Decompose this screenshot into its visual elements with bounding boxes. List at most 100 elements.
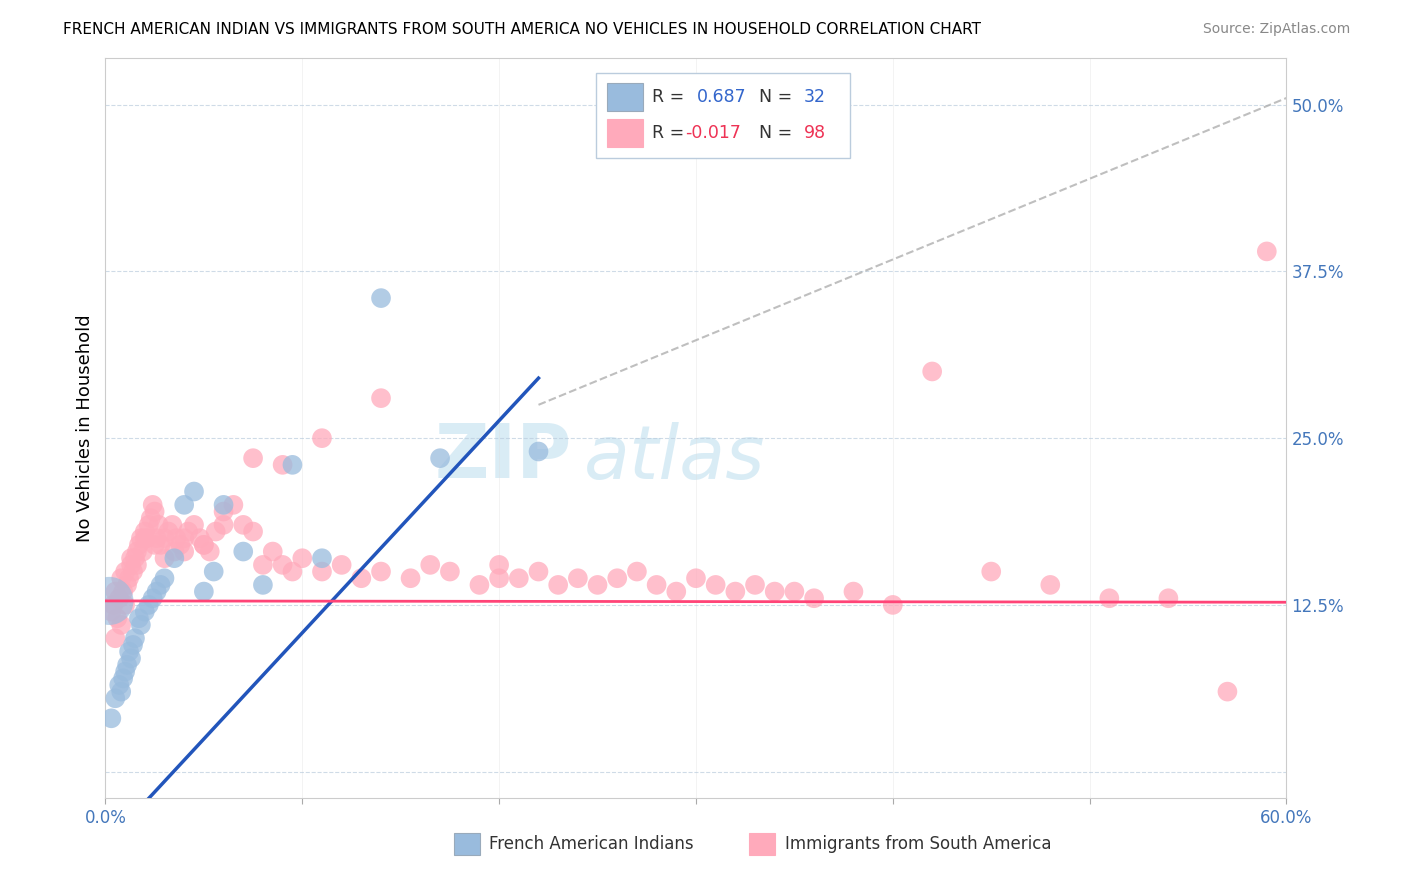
Point [125,558,148,572]
Point [419,558,441,572]
Point [330,558,353,572]
Point [350,571,373,585]
Point [138,517,160,532]
Point [281,565,304,579]
Text: 98: 98 [803,124,825,142]
Point [128,538,150,552]
FancyBboxPatch shape [607,83,643,112]
Point [921,364,943,378]
FancyBboxPatch shape [607,119,643,147]
Point [173,498,195,512]
Point [153,551,176,566]
FancyBboxPatch shape [749,833,775,855]
Point [173,544,195,558]
Point [114,665,136,679]
Text: ZIP: ZIP [434,421,572,494]
Point [763,584,786,599]
Text: Immigrants from South America: Immigrants from South America [785,835,1052,854]
Point [242,451,264,466]
Point [1216,684,1239,698]
Text: 0.687: 0.687 [697,88,747,106]
Point [100,711,122,725]
Point [143,538,166,552]
Point [104,584,127,599]
Point [262,544,284,558]
Point [120,558,142,572]
Point [212,517,235,532]
Point [120,551,142,566]
Point [586,578,609,592]
Text: N =: N = [759,88,797,106]
Point [129,531,152,545]
Point [145,531,167,545]
Point [139,511,162,525]
Point [103,598,125,612]
Point [122,638,145,652]
Point [508,571,530,585]
Point [138,598,160,612]
Point [704,578,727,592]
Point [232,544,254,558]
Text: FRENCH AMERICAN INDIAN VS IMMIGRANTS FROM SOUTH AMERICA NO VEHICLES IN HOUSEHOLD: FRENCH AMERICAN INDIAN VS IMMIGRANTS FRO… [63,22,981,37]
Point [143,504,166,518]
Point [108,591,131,606]
Text: 32: 32 [803,88,825,106]
Point [724,584,747,599]
Point [122,565,145,579]
Point [104,632,127,646]
Point [173,531,195,545]
Point [120,651,142,665]
Point [153,571,176,585]
Point [183,484,205,499]
Point [134,524,156,539]
Point [1039,578,1062,592]
Point [1157,591,1180,606]
Point [98,594,121,608]
Point [685,571,707,585]
Point [626,565,648,579]
Point [125,544,148,558]
Point [153,531,176,545]
Point [169,538,191,552]
Point [370,291,392,305]
Text: Source: ZipAtlas.com: Source: ZipAtlas.com [1202,22,1350,37]
Point [429,451,451,466]
Point [124,632,146,646]
Point [163,544,186,558]
Point [149,538,172,552]
Point [468,578,491,592]
Point [882,598,904,612]
Point [110,571,132,585]
Point [165,531,187,545]
Point [842,584,865,599]
Text: -0.017: -0.017 [685,124,741,142]
Point [783,584,806,599]
Point [183,517,205,532]
Point [271,558,294,572]
Point [118,644,141,658]
Point [163,551,186,566]
Point [488,558,510,572]
Point [212,504,235,518]
Point [439,565,461,579]
Point [115,578,138,592]
Point [135,531,157,545]
Point [124,551,146,566]
Point [271,458,294,472]
Point [803,591,825,606]
Point [198,544,221,558]
Point [162,517,184,532]
Point [128,611,150,625]
Point [232,517,254,532]
Point [108,678,131,692]
Point [567,571,589,585]
Point [110,684,132,698]
Point [142,591,165,606]
Point [291,551,314,566]
Point [606,571,628,585]
Point [744,578,766,592]
Point [105,611,128,625]
Point [665,584,688,599]
Point [252,578,274,592]
Point [399,571,422,585]
